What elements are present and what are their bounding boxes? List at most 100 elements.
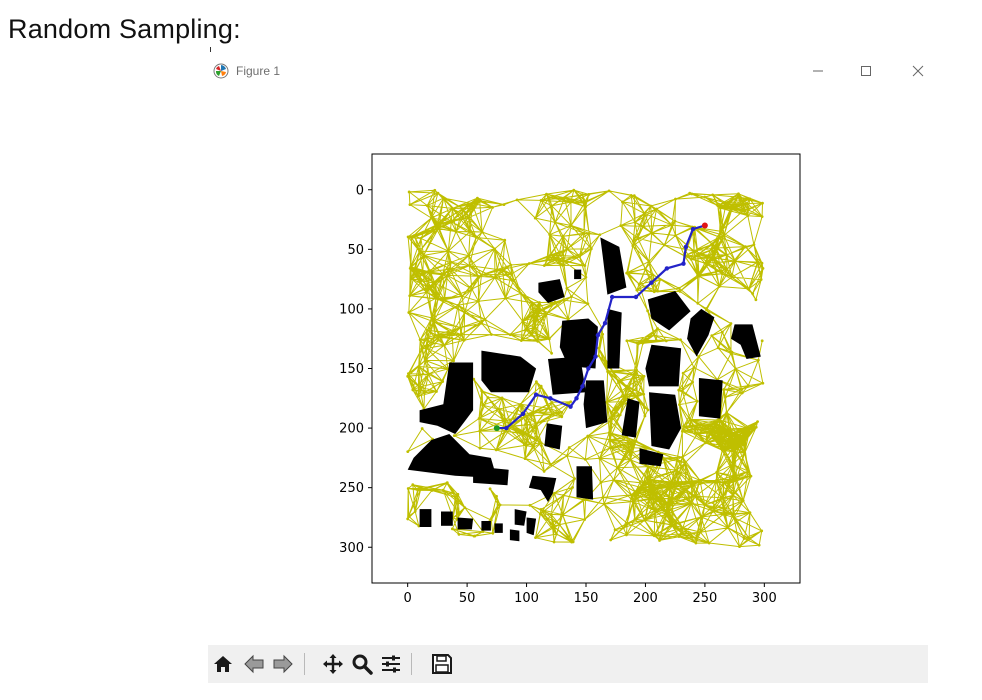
roadmap-node — [675, 468, 678, 472]
roadmap-node — [550, 412, 554, 416]
roadmap-node — [430, 316, 434, 320]
navigation-toolbar — [208, 645, 928, 683]
roadmap-node — [656, 497, 660, 501]
roadmap-node — [538, 512, 542, 516]
roadmap-node — [443, 298, 446, 302]
roadmap-node — [425, 290, 428, 294]
roadmap-node — [454, 230, 458, 233]
save-button[interactable] — [430, 651, 454, 677]
roadmap-node — [694, 536, 698, 540]
roadmap-node — [630, 442, 634, 446]
minimize-button[interactable] — [796, 59, 840, 83]
roadmap-node — [696, 273, 699, 277]
roadmap-node — [699, 515, 703, 519]
y-tick-label: 200 — [339, 422, 364, 437]
path-waypoint — [683, 244, 689, 250]
roadmap-node — [491, 531, 495, 535]
roadmap-node — [746, 208, 750, 212]
roadmap-node — [749, 474, 753, 478]
roadmap-node — [461, 216, 464, 219]
roadmap-node — [411, 483, 415, 487]
maximize-button[interactable] — [844, 59, 888, 83]
roadmap-node — [622, 395, 626, 398]
roadmap-node — [641, 224, 645, 228]
roadmap-node — [436, 191, 440, 195]
roadmap-node — [738, 545, 741, 548]
save-icon — [432, 654, 452, 674]
roadmap-node — [743, 451, 747, 455]
obstacle-building — [698, 378, 723, 419]
obstacle-building — [481, 350, 537, 393]
roadmap-node — [760, 339, 764, 343]
roadmap-node — [561, 234, 565, 238]
roadmap-node — [538, 301, 541, 304]
roadmap-node — [436, 222, 440, 226]
back-button[interactable] — [242, 651, 266, 677]
path-line — [496, 224, 706, 430]
roadmap-node — [729, 322, 733, 325]
roadmap-node — [716, 430, 720, 434]
configure-subplots-button[interactable] — [379, 651, 403, 677]
roadmap-node — [441, 380, 445, 383]
roadmap-node — [683, 461, 687, 465]
roadmap-node — [606, 369, 610, 373]
roadmap-node — [539, 441, 543, 445]
roadmap-node — [740, 435, 744, 439]
roadmap-nodes — [406, 188, 765, 548]
obstacle-building — [526, 517, 537, 536]
zoom-button[interactable] — [350, 651, 374, 677]
window-titlebar[interactable]: Figure 1 — [208, 55, 928, 87]
roadmap-node — [608, 446, 612, 450]
roadmap-node — [617, 379, 620, 383]
roadmap-node — [480, 273, 483, 277]
pan-button[interactable] — [321, 651, 345, 677]
roadmap-node — [558, 523, 561, 527]
roadmap-node — [463, 506, 467, 510]
x-tick-label: 100 — [514, 591, 539, 606]
roadmap-node — [703, 195, 707, 199]
roadmap-node — [716, 439, 720, 442]
roadmap-node — [520, 432, 524, 436]
roadmap-node — [707, 423, 711, 427]
obstacle-building — [731, 324, 761, 359]
roadmap-node — [631, 500, 635, 503]
forward-button[interactable] — [271, 651, 295, 677]
roadmap-node — [501, 267, 505, 271]
roadmap-node — [549, 513, 553, 516]
roadmap-node — [424, 346, 428, 350]
roadmap-node — [625, 435, 629, 439]
x-tick-label: 200 — [633, 591, 658, 606]
roadmap-node — [493, 276, 497, 279]
roadmap-node — [580, 193, 584, 197]
page-heading: Random Sampling: — [8, 14, 241, 44]
figure-canvas[interactable]: 0 50 100 150 200 250 300 0 50 100 150 200 250 300 — [208, 87, 928, 639]
roadmap-node — [453, 495, 457, 499]
roadmap-node — [612, 370, 615, 374]
roadmap-node — [642, 392, 646, 396]
roadmap-node — [726, 526, 730, 530]
roadmap-node — [512, 279, 516, 283]
home-button[interactable] — [211, 651, 235, 677]
path-waypoint — [504, 425, 509, 431]
close-button[interactable] — [896, 59, 940, 83]
path-waypoint — [690, 226, 696, 232]
roadmap-node — [634, 439, 638, 443]
roadmap-node — [423, 391, 426, 395]
roadmap-node — [607, 431, 611, 435]
roadmap-node — [678, 403, 681, 407]
home-icon — [214, 656, 232, 672]
roadmap-node — [655, 207, 659, 211]
roadmap-node — [427, 372, 430, 376]
roadmap-node — [519, 402, 522, 406]
path-waypoint — [593, 354, 598, 359]
roadmap-node — [630, 391, 634, 395]
roadmap-node — [733, 450, 737, 453]
roadmap-node — [528, 503, 532, 507]
roadmap-node — [665, 512, 669, 516]
roadmap-node — [434, 296, 438, 300]
roadmap-node — [537, 305, 540, 308]
roadmap-node — [407, 372, 410, 376]
roadmap-node — [649, 489, 653, 492]
roadmap-node — [407, 311, 411, 314]
roadmap-node — [410, 236, 413, 240]
